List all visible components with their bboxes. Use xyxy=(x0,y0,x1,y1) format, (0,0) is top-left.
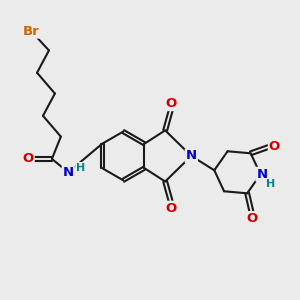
Text: Br: Br xyxy=(23,25,40,38)
Text: N: N xyxy=(256,168,268,181)
Text: O: O xyxy=(269,140,280,153)
Text: O: O xyxy=(246,212,257,225)
Text: O: O xyxy=(166,97,177,110)
Text: O: O xyxy=(166,202,177,215)
Text: O: O xyxy=(22,152,34,165)
Text: N: N xyxy=(63,166,74,179)
Text: N: N xyxy=(186,149,197,162)
Text: H: H xyxy=(76,163,86,173)
Text: H: H xyxy=(266,179,275,189)
